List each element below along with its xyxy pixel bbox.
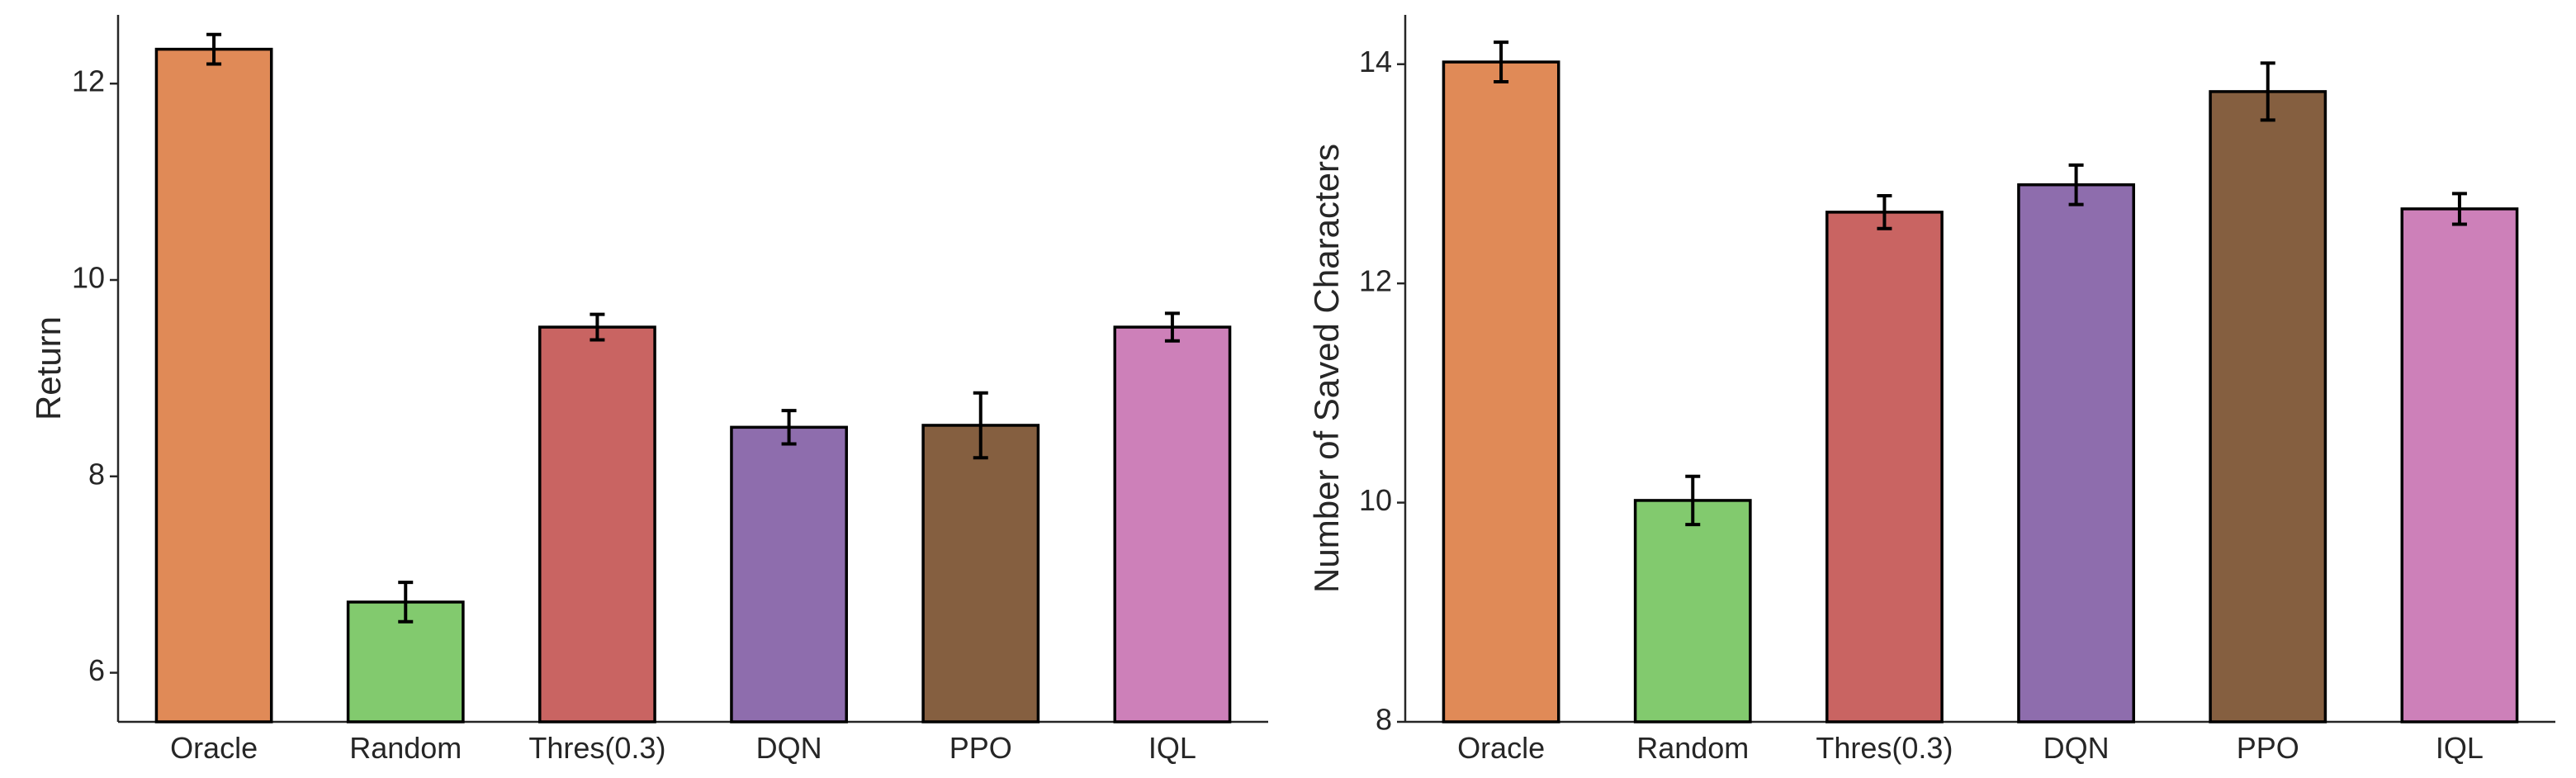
saved-characters-x-tick-dqn: DQN xyxy=(2043,731,2110,765)
saved-characters-x-tick-iql: IQL xyxy=(2436,731,2484,765)
return-error-bar-ppo xyxy=(973,391,988,460)
saved-characters-error-bar-oracle xyxy=(1494,40,1509,83)
saved-characters-x-tick-ppo: PPO xyxy=(2237,731,2299,765)
return-x-tick-iql: IQL xyxy=(1148,731,1196,765)
saved-characters-x-tick-random: Random xyxy=(1636,731,1749,765)
return-error-bar-oracle xyxy=(206,32,222,66)
saved-characters-y-tick-14: 14 xyxy=(1359,45,1392,78)
saved-characters-x-ticks: Oracle Random Thres(0.3) DQN PPO IQL xyxy=(1457,731,2484,765)
saved-characters-chart: Number of Saved Characters 8 10 12 14 Oracl… xyxy=(1307,15,2555,765)
saved-characters-bar-iql xyxy=(2400,207,2519,723)
return-error-bar-random xyxy=(398,581,414,624)
return-x-tick-dqn: DQN xyxy=(756,731,822,765)
return-bar-oracle xyxy=(154,47,273,723)
saved-characters-error-bar-random xyxy=(1685,474,1701,527)
saved-characters-x-tick-thres-0-3: Thres(0.3) xyxy=(1816,731,1953,765)
return-x-tick-random: Random xyxy=(349,731,462,765)
return-error-bar-iql xyxy=(1164,311,1180,343)
saved-characters-error-bar-dqn xyxy=(2068,163,2084,206)
return-y-tick-10: 10 xyxy=(72,261,105,295)
return-y-tick-12: 12 xyxy=(72,64,105,98)
saved-characters-bar-oracle xyxy=(1442,60,1560,723)
return-error-bars xyxy=(206,32,1180,624)
saved-characters-error-bar-thres-0-3 xyxy=(1877,193,1892,230)
return-bar-dqn xyxy=(730,425,848,723)
return-y-ticks: 6 8 10 12 xyxy=(72,64,118,687)
saved-characters-bars xyxy=(1442,60,2519,723)
saved-characters-error-bar-ppo xyxy=(2260,61,2275,122)
saved-characters-bar-dqn xyxy=(2017,183,2135,723)
return-chart: Return 6 8 10 12 Oracle Random Thres(0.3) DQN P… xyxy=(29,15,1268,765)
return-error-bar-thres-0-3 xyxy=(590,312,605,342)
saved-characters-bar-thres-0-3 xyxy=(1825,211,1944,723)
return-x-tick-oracle: Oracle xyxy=(170,731,258,765)
saved-characters-error-bars xyxy=(1494,40,2467,527)
return-bar-ppo xyxy=(921,424,1040,723)
return-bars xyxy=(154,47,1232,723)
return-error-bar-dqn xyxy=(781,409,797,446)
saved-characters-error-bar-iql xyxy=(2451,192,2467,226)
saved-characters-y-tick-12: 12 xyxy=(1359,264,1392,298)
return-y-tick-8: 8 xyxy=(88,457,105,491)
return-bar-thres-0-3 xyxy=(538,325,656,723)
saved-characters-y-label: Number of Saved Characters xyxy=(1307,144,1346,593)
saved-characters-bar-random xyxy=(1633,499,1752,723)
return-x-tick-ppo: PPO xyxy=(949,731,1012,765)
return-x-tick-thres-0-3: Thres(0.3) xyxy=(528,731,665,765)
return-y-tick-6: 6 xyxy=(88,653,105,687)
return-y-label: Return xyxy=(29,316,68,420)
saved-characters-y-ticks: 8 10 12 14 xyxy=(1359,45,1405,737)
saved-characters-y-tick-8: 8 xyxy=(1376,703,1392,737)
saved-characters-x-tick-oracle: Oracle xyxy=(1457,731,1545,765)
return-x-ticks: Oracle Random Thres(0.3) DQN PPO IQL xyxy=(170,731,1196,765)
return-bar-iql xyxy=(1113,325,1232,723)
saved-characters-y-tick-10: 10 xyxy=(1359,483,1392,517)
saved-characters-bar-ppo xyxy=(2209,90,2327,723)
